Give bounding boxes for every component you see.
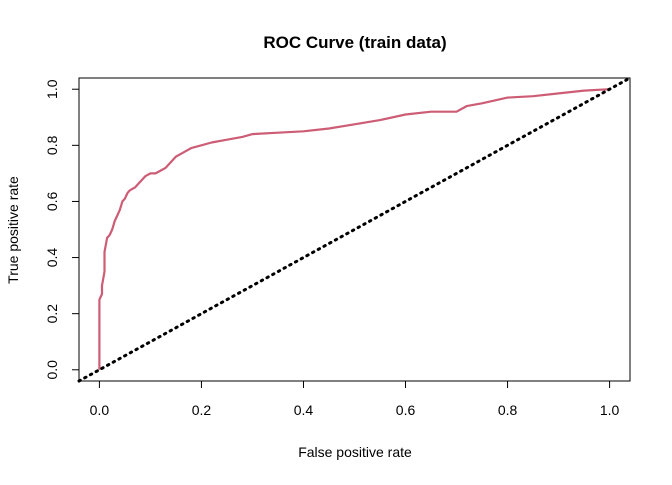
x-tick-label: 0.6 bbox=[396, 402, 416, 418]
y-axis-label: True positive rate bbox=[5, 176, 21, 284]
y-tick-label: 0.6 bbox=[44, 192, 60, 212]
x-tick-label: 0.4 bbox=[294, 402, 314, 418]
x-axis: 0.0 0.2 0.4 0.6 0.8 1.0 bbox=[90, 380, 620, 418]
x-tick-label: 0.0 bbox=[90, 402, 110, 418]
y-tick-label: 0.8 bbox=[44, 135, 60, 155]
x-tick-label: 0.2 bbox=[192, 402, 212, 418]
x-axis-label: False positive rate bbox=[298, 444, 412, 460]
x-tick-label: 1.0 bbox=[600, 402, 620, 418]
y-tick-label: 0.2 bbox=[44, 304, 60, 324]
y-axis: 0.0 0.2 0.4 0.6 0.8 1.0 bbox=[44, 79, 80, 380]
x-tick-label: 0.8 bbox=[498, 402, 518, 418]
y-tick-label: 1.0 bbox=[44, 79, 60, 99]
y-tick-label: 0.0 bbox=[44, 360, 60, 380]
series-layer bbox=[77, 76, 632, 383]
chart-title: ROC Curve (train data) bbox=[263, 33, 446, 52]
roc-curve-line bbox=[98, 88, 610, 370]
y-tick-label: 0.4 bbox=[44, 248, 60, 268]
diagonal-reference-line bbox=[77, 76, 632, 383]
